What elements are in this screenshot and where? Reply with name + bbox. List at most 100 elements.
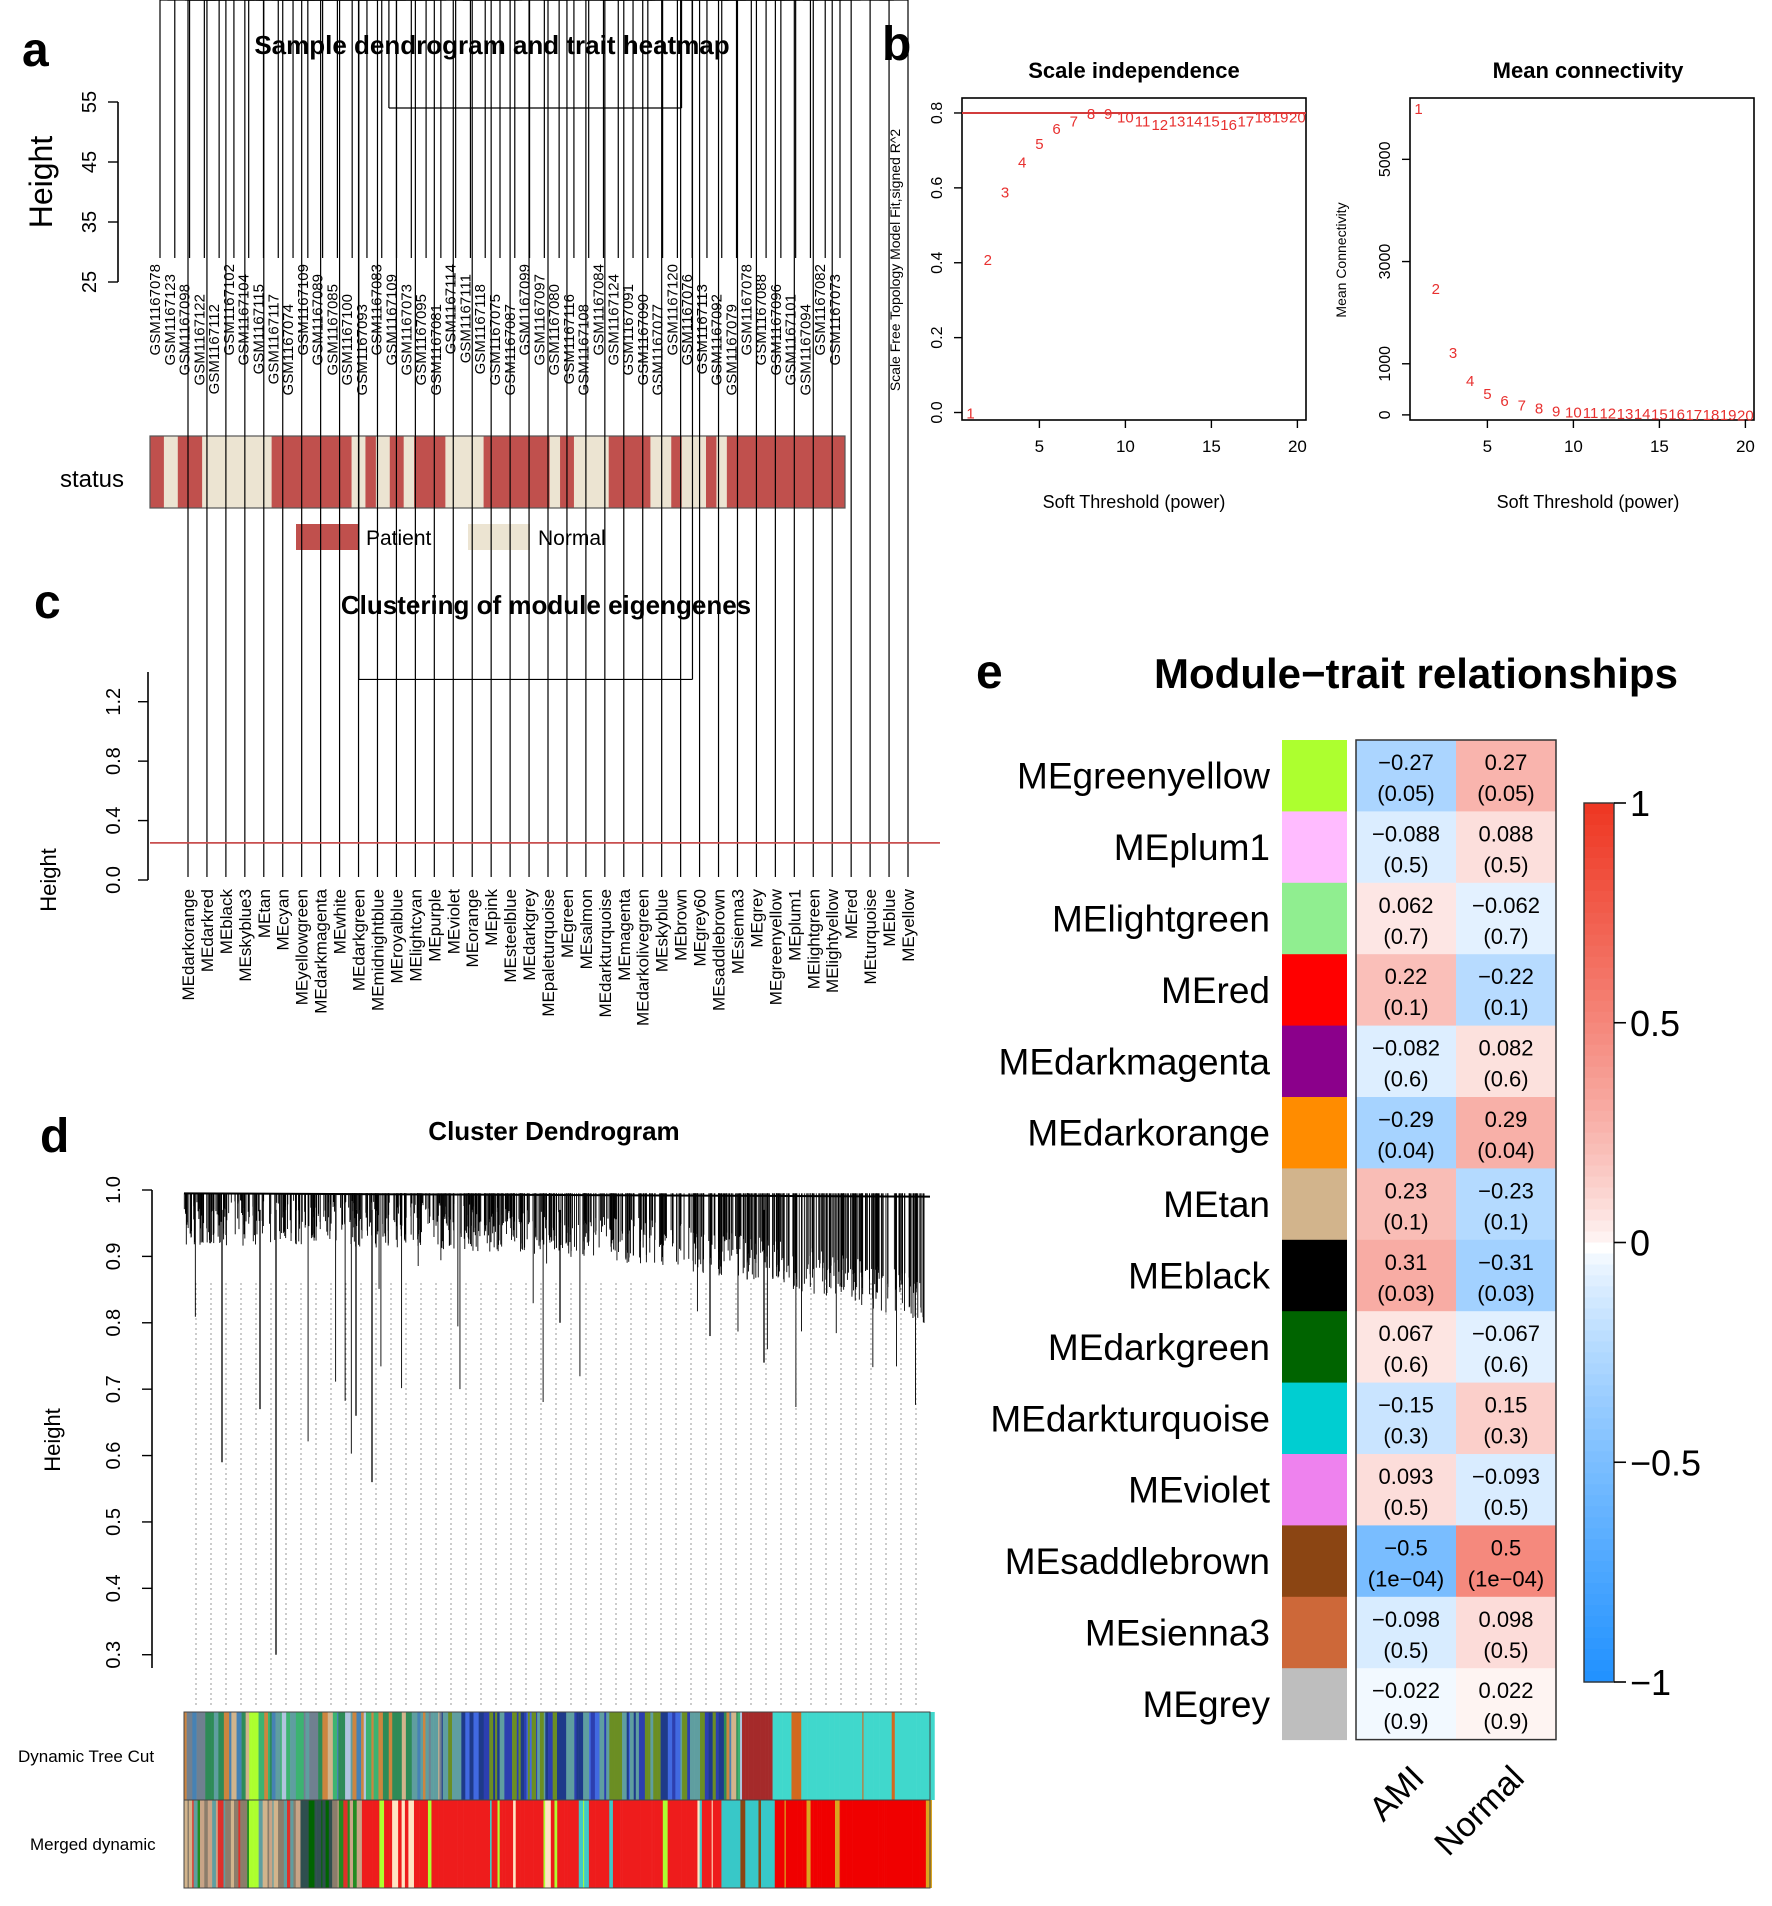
module-color-stripe [819,1800,822,1888]
module-color-stripe [398,1800,402,1888]
module-color-stripe [806,1800,811,1888]
module-color-stripe [609,1712,615,1800]
power-point: 18 [1255,110,1272,127]
module-color-stripe [839,1800,841,1888]
colorbar-step [1584,1473,1614,1485]
module-color-stripe [353,1800,357,1888]
module-color-stripe [557,1800,562,1888]
module-color-stripe [731,1712,737,1800]
module-color-stripe [293,1800,297,1888]
module-color-stripe [314,1800,317,1888]
correlation-value: −0.29 [1378,1107,1434,1132]
module-color-stripe [531,1712,535,1800]
module-color-stripe [752,1800,759,1888]
module-color-stripe [765,1712,769,1800]
module-color-stripe [205,1712,212,1800]
panel-a-ytick-label: 55 [79,91,101,113]
colorbar-step [1584,890,1614,903]
module-label: MEskyblue [653,889,672,972]
module-color-stripe [352,1712,357,1800]
module-label: MEtan [255,889,274,938]
module-color-stripe [894,1712,899,1800]
module-color-stripe [689,1712,692,1800]
module-color-stripe [873,1712,880,1800]
module-label: MEsalmon [577,889,596,969]
module-color-swatch [1282,1454,1347,1526]
panel-b1-yticks: 0.0 0.2 0.4 0.6 0.8 [929,102,962,424]
colorbar-step [1584,901,1614,914]
module-color-stripe [847,1800,853,1888]
colorbar-step [1584,1605,1614,1617]
module-color-stripe [343,1800,348,1888]
colorbar-step [1584,1231,1614,1244]
module-color-stripe [834,1712,840,1800]
correlation-cell [1456,1454,1557,1526]
module-color-swatch [1282,740,1347,812]
panel-c-ylabel: Height [36,848,61,912]
module-color-stripe [782,1712,785,1800]
module-color-stripe [612,1800,616,1888]
module-color-stripe [230,1800,235,1888]
module-color-stripe [792,1800,795,1888]
panel-a-dendrogram [159,0,841,258]
module-color-stripe [920,1712,926,1800]
module-color-stripe [361,1800,366,1888]
colorbar-step [1584,1418,1614,1430]
module-label: MEorange [463,889,482,967]
module-color-stripe [794,1800,798,1888]
module-color-stripe [566,1712,573,1800]
module-color-stripe [422,1712,426,1800]
module-color-stripe [545,1712,549,1800]
module-color-stripe [295,1712,299,1800]
module-color-stripe [826,1800,831,1888]
power-point: 16 [1220,117,1237,134]
module-color-swatch [1282,1097,1347,1169]
legend-label-normal: Normal [538,527,606,550]
module-color-stripe [264,1712,269,1800]
trait-column-label: AMI [1362,1759,1432,1829]
module-color-stripe [273,1800,279,1888]
colorbar-step [1584,1121,1614,1134]
colorbar-step [1584,1660,1614,1672]
module-label: MEpaleturquoise [539,889,558,1017]
colorbar-step [1584,1594,1614,1606]
module-color-stripe [904,1712,911,1800]
correlation-cell [1456,1668,1557,1741]
module-color-stripe [332,1712,338,1800]
correlation-pvalue: (0.5) [1383,852,1428,877]
module-color-stripe [909,1712,913,1800]
power-point: 11 [1583,405,1599,422]
module-color-stripe [736,1712,738,1800]
module-color-stripe [606,1712,610,1800]
module-color-swatch [1282,882,1347,955]
correlation-pvalue: (0.3) [1383,1424,1428,1449]
module-color-stripe [886,1712,889,1800]
module-color-stripe [427,1800,432,1888]
module-color-stripe [758,1800,762,1888]
module-color-stripe [376,1800,379,1888]
module-color-stripe [489,1712,494,1800]
module-color-stripe [455,1800,458,1888]
sample-label: GSM1167102 [221,264,238,355]
module-color-stripe [325,1800,330,1888]
module-color-stripe [255,1800,259,1888]
module-color-stripe [708,1712,713,1800]
module-color-swatch [1282,811,1347,884]
module-color-stripe [834,1800,840,1888]
power-point: 4 [1018,155,1026,172]
module-color-stripe [405,1712,413,1800]
sample-label: GSM1167122 [191,294,208,385]
module-color-stripe [576,1712,579,1800]
module-color-stripe [854,1800,857,1888]
module-color-stripe [561,1800,565,1888]
module-color-stripe [211,1712,215,1800]
module-color-stripe [860,1800,866,1888]
row-label-merged-dynamic: Merged dynamic [30,1835,156,1854]
module-color-stripe [672,1712,676,1800]
module-color-stripe [769,1800,776,1888]
colorbar-step [1584,1561,1614,1573]
module-color-stripe [614,1712,621,1800]
colorbar-step [1584,1407,1614,1419]
module-color-stripe [379,1800,385,1888]
